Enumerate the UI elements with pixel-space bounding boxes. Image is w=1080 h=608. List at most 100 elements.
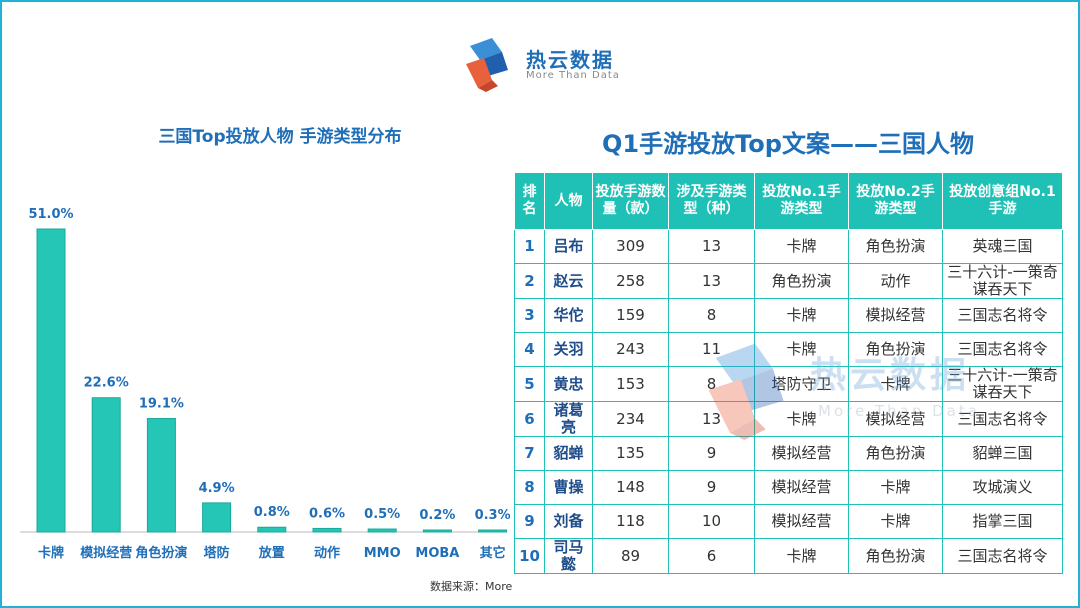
value-label-1: 22.6% <box>84 376 129 391</box>
table-cell: 攻城演义 <box>942 470 1063 505</box>
table-cell: 塔防守卫 <box>754 366 849 402</box>
table-cell: 10 <box>668 504 755 539</box>
table-cell: 刘备 <box>544 504 593 539</box>
table-cell: 三十六计-一策奇谋吞天下 <box>942 366 1063 402</box>
category-label-5: 动作 <box>314 545 340 561</box>
category-label-3: 塔防 <box>204 545 230 561</box>
table-cell: 三国志名将令 <box>942 401 1063 437</box>
table-cell: 诸葛亮 <box>544 401 593 437</box>
table-cell: 135 <box>592 436 669 471</box>
category-label-7: MOBA <box>415 546 459 561</box>
table-cell: 卡牌 <box>754 401 849 437</box>
table-header-0: 排名 <box>514 172 545 230</box>
table-cell: 卡牌 <box>848 504 943 539</box>
table-cell: 卡牌 <box>754 538 849 574</box>
table-cell: 貂蝉三国 <box>942 436 1063 471</box>
bar-7 <box>422 529 452 533</box>
table-row: 6 诸葛亮 234 13 卡牌 模拟经营 三国志名将令 <box>514 401 1063 437</box>
table-cell: 258 <box>592 263 669 299</box>
value-label-8: 0.3% <box>475 508 510 523</box>
category-label-2: 角色扮演 <box>135 545 187 561</box>
table-cell: 10 <box>514 538 545 574</box>
value-label-6: 0.5% <box>364 507 400 522</box>
bar-6 <box>367 528 397 533</box>
table-cell: 卡牌 <box>848 366 943 402</box>
table-row: 7 貂蝉 135 9 模拟经营 角色扮演 貂蝉三国 <box>514 436 1063 471</box>
table-cell: 角色扮演 <box>848 332 943 367</box>
category-label-0: 卡牌 <box>38 545 64 561</box>
top-characters-table: 排名 人物 投放手游数量（款） 涉及手游类型（种） 投放No.1手游类型 投放No.2手游… <box>514 172 1063 574</box>
value-label-0: 51.0% <box>28 207 73 222</box>
table-cell: 153 <box>592 366 669 402</box>
table-cell: 赵云 <box>544 263 593 299</box>
bar-0 <box>36 228 66 533</box>
table-cell: 7 <box>514 436 545 471</box>
bar-4 <box>257 526 287 533</box>
table-cell: 模拟经营 <box>754 470 849 505</box>
bar-1 <box>91 397 121 533</box>
table-row: 5 黄忠 153 8 塔防守卫 卡牌 三十六计-一策奇谋吞天下 <box>514 366 1063 402</box>
value-label-4: 0.8% <box>254 505 290 520</box>
table-cell: 8 <box>668 298 755 333</box>
table-cell: 9 <box>668 470 755 505</box>
table-cell: 1 <box>514 229 545 264</box>
table-row: 2 赵云 258 13 角色扮演 动作 三十六计-一策奇谋吞天下 <box>514 263 1063 299</box>
table-cell: 234 <box>592 401 669 437</box>
table-cell: 动作 <box>848 263 943 299</box>
table-cell: 卡牌 <box>848 470 943 505</box>
table-cell: 吕布 <box>544 229 593 264</box>
table-cell: 159 <box>592 298 669 333</box>
bar-2 <box>146 418 176 533</box>
logo-name-cn: 热云数据 <box>526 48 614 72</box>
table-cell: 6 <box>514 401 545 437</box>
table-cell: 模拟经营 <box>848 298 943 333</box>
table-row: 4 关羽 243 11 卡牌 角色扮演 三国志名将令 <box>514 332 1063 367</box>
logo-name-en: More Than Data <box>526 70 620 81</box>
table-row: 3 华佗 159 8 卡牌 模拟经营 三国志名将令 <box>514 298 1063 333</box>
table-cell: 89 <box>592 538 669 574</box>
table-cell: 华佗 <box>544 298 593 333</box>
table-cell: 指掌三国 <box>942 504 1063 539</box>
table-cell: 4 <box>514 332 545 367</box>
table-header-4: 投放No.1手游类型 <box>754 172 849 230</box>
table-cell: 243 <box>592 332 669 367</box>
category-label-8: 其它 <box>480 545 506 561</box>
table-cell: 13 <box>668 401 755 437</box>
table-cell: 角色扮演 <box>848 229 943 264</box>
category-label-1: 模拟经营 <box>80 545 132 561</box>
table-cell: 模拟经营 <box>848 401 943 437</box>
table-cell: 9 <box>668 436 755 471</box>
category-label-6: MMO <box>364 546 401 561</box>
table-cell: 卡牌 <box>754 332 849 367</box>
table-header-6: 投放创意组No.1手游 <box>942 172 1063 230</box>
table-cell: 司马懿 <box>544 538 593 574</box>
table-cell: 13 <box>668 263 755 299</box>
table-header-5: 投放No.2手游类型 <box>848 172 943 230</box>
bar-8 <box>478 529 508 533</box>
table-cell: 角色扮演 <box>848 538 943 574</box>
table-cell: 3 <box>514 298 545 333</box>
table-cell: 118 <box>592 504 669 539</box>
table-cell: 英魂三国 <box>942 229 1063 264</box>
table-header-row: 排名 人物 投放手游数量（款） 涉及手游类型（种） 投放No.1手游类型 投放No.2手游… <box>514 172 1063 230</box>
table-row: 8 曹操 148 9 模拟经营 卡牌 攻城演义 <box>514 470 1063 505</box>
table-header-3: 涉及手游类型（种） <box>668 172 755 230</box>
table-cell: 2 <box>514 263 545 299</box>
table-cell: 8 <box>668 366 755 402</box>
table-cell: 11 <box>668 332 755 367</box>
table-cell: 貂蝉 <box>544 436 593 471</box>
table-cell: 9 <box>514 504 545 539</box>
chart-title: 三国Top投放人物 手游类型分布 <box>158 127 402 147</box>
bar-5 <box>312 527 342 533</box>
value-label-7: 0.2% <box>419 508 455 523</box>
value-label-5: 0.6% <box>309 506 345 521</box>
logo: 热云数据 More Than Data <box>462 36 632 92</box>
table-cell: 卡牌 <box>754 229 849 264</box>
category-label-4: 放置 <box>258 545 285 561</box>
table-cell: 三十六计-一策奇谋吞天下 <box>942 263 1063 299</box>
data-source-label: 数据来源：More <box>430 580 513 593</box>
table-cell: 13 <box>668 229 755 264</box>
table-cell: 三国志名将令 <box>942 538 1063 574</box>
table-cell: 模拟经营 <box>754 504 849 539</box>
table-row: 1 吕布 309 13 卡牌 角色扮演 英魂三国 <box>514 229 1063 264</box>
